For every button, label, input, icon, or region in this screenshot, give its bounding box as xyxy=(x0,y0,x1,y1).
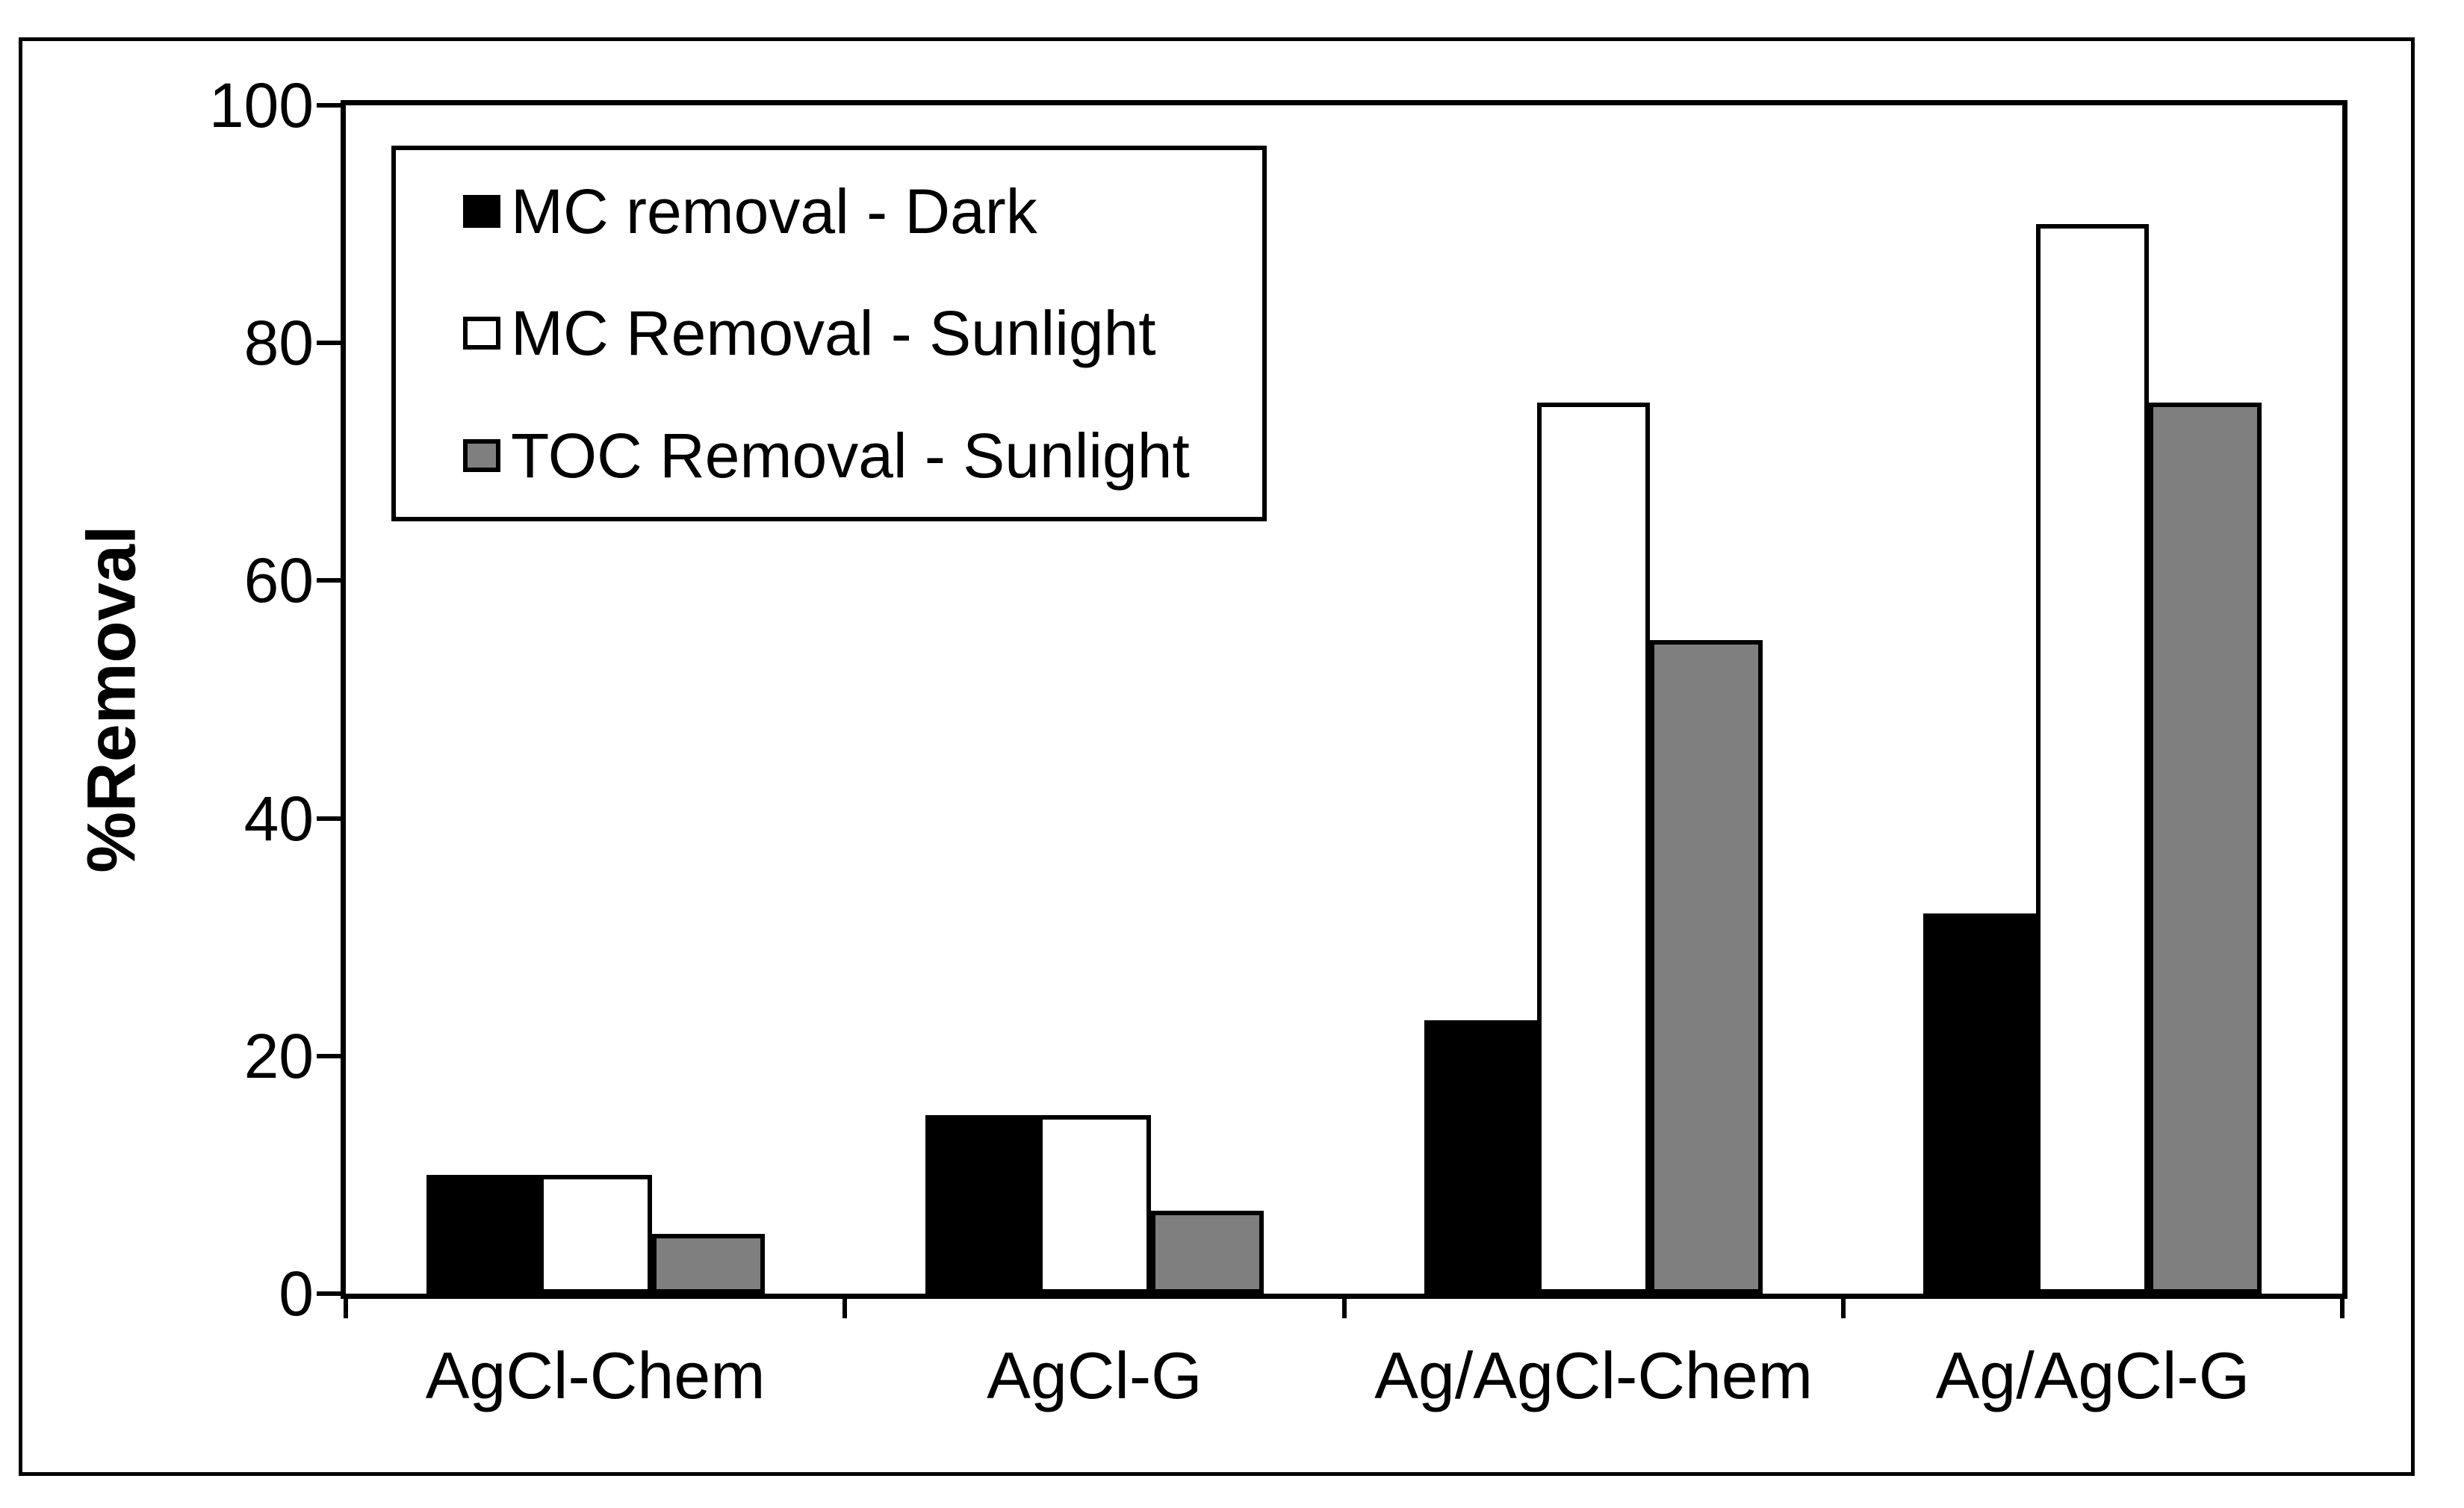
bar-AgCl-G-s0 xyxy=(925,1115,1038,1294)
bar-AgCl-Chem-s0 xyxy=(426,1175,539,1294)
bar-AgCl-Chem-s2 xyxy=(652,1234,765,1294)
y-tick-mark xyxy=(317,1291,341,1296)
y-tick-label: 20 xyxy=(243,1020,314,1091)
bar-AgCl-G-s2 xyxy=(1151,1211,1264,1294)
x-tick-mark xyxy=(344,1299,348,1318)
legend-item-toc-sunlight: TOC Removal - Sunlight xyxy=(463,418,1262,493)
x-tick-mark xyxy=(842,1299,848,1318)
bar-Ag/AgCl-G-s0 xyxy=(1923,913,2036,1294)
y-tick-mark xyxy=(317,341,341,346)
x-tick-mark xyxy=(1840,1299,1846,1318)
x-tick-label: AgCl-G xyxy=(987,1338,1202,1412)
legend-item-dark: MC removal - Dark xyxy=(463,174,1262,249)
legend-swatch-mc-sunlight xyxy=(463,317,500,350)
bar-AgCl-G-s1 xyxy=(1038,1115,1151,1294)
bar-Ag/AgCl-Chem-s0 xyxy=(1424,1020,1537,1294)
legend-swatch-toc-sunlight xyxy=(463,439,500,473)
x-tick-label: Ag/AgCl-G xyxy=(1935,1338,2250,1412)
legend-label-dark: MC removal - Dark xyxy=(511,176,1037,246)
bar-Ag/AgCl-G-s2 xyxy=(2149,403,2262,1294)
plot-area xyxy=(341,100,2347,1299)
bar-Ag/AgCl-Chem-s2 xyxy=(1650,640,1763,1294)
y-tick-mark xyxy=(317,1053,341,1058)
legend-swatch-dark xyxy=(463,194,500,228)
legend-item-mc-sunlight: MC Removal - Sunlight xyxy=(463,296,1262,370)
x-tick-mark xyxy=(2340,1299,2344,1318)
y-tick-mark xyxy=(317,103,341,108)
legend: MC removal - Dark MC Removal - Sunlight … xyxy=(391,146,1267,521)
x-tick-mark xyxy=(1341,1299,1347,1318)
y-tick-mark xyxy=(317,578,341,583)
x-tick-label: Ag/AgCl-Chem xyxy=(1374,1338,1813,1412)
y-tick-label: 40 xyxy=(243,783,314,854)
bar-Ag/AgCl-G-s1 xyxy=(2036,224,2149,1294)
y-tick-label: 0 xyxy=(279,1259,314,1329)
y-tick-label: 60 xyxy=(243,545,314,616)
y-tick-label: 100 xyxy=(208,70,314,140)
y-tick-label: 80 xyxy=(243,308,314,379)
legend-label-mc-sunlight: MC Removal - Sunlight xyxy=(511,298,1156,369)
legend-label-toc-sunlight: TOC Removal - Sunlight xyxy=(511,421,1190,491)
bar-AgCl-Chem-s1 xyxy=(539,1175,652,1294)
y-tick-mark xyxy=(317,816,341,821)
bar-Ag/AgCl-Chem-s1 xyxy=(1537,403,1650,1294)
x-tick-label: AgCl-Chem xyxy=(425,1338,766,1412)
